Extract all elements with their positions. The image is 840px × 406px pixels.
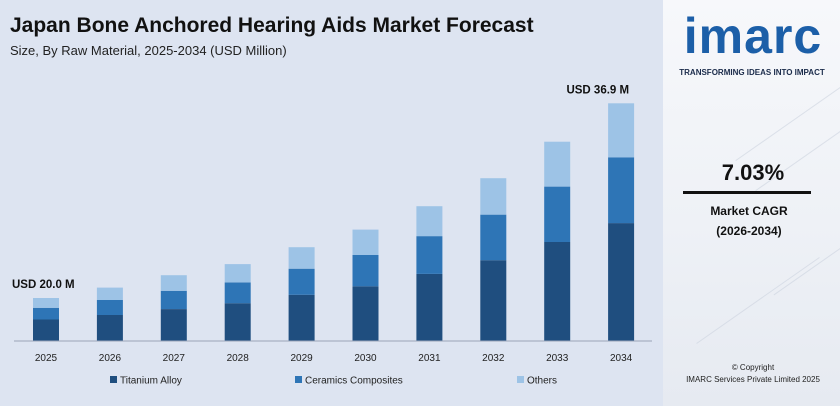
bar-ceramics-composites-2026 <box>96 300 123 315</box>
total-annotation: USD 36.9 M <box>566 84 629 96</box>
x-tick-labels: 2025 2026 2027 2028 2029 2030 2031 2032 2033 2034 <box>35 353 633 364</box>
bar-titanium-alloy-2026 <box>96 314 123 341</box>
bar-ceramics-composites-2031 <box>416 236 443 274</box>
bar-others-2027 <box>160 275 187 291</box>
legend-label: Ceramics Composites <box>305 376 403 387</box>
bar-others-2026 <box>96 287 123 300</box>
bar-titanium-alloy-2025 <box>33 319 59 341</box>
brand-panel: imarc TRANSFORMING IDEAS INTO IMPACT 7.0… <box>663 0 840 406</box>
legend-label: Titanium Alloy <box>120 376 182 387</box>
legend-swatch <box>295 376 302 383</box>
x-tick-label: 2033 <box>546 353 569 364</box>
decorative-line <box>696 257 820 344</box>
bar-ceramics-composites-2027 <box>160 290 187 309</box>
brand-tagline: TRANSFORMING IDEAS INTO IMPACT <box>679 68 825 77</box>
x-tick-label: 2031 <box>418 353 441 364</box>
bar-others-2028 <box>224 264 251 283</box>
bar-others-2031 <box>416 206 443 237</box>
cagr-label: Market CAGR <box>710 204 788 218</box>
legend-swatch <box>517 376 524 383</box>
bar-others-2030 <box>352 229 379 255</box>
bar-ceramics-composites-2029 <box>288 268 315 295</box>
bar-titanium-alloy-2033 <box>544 242 571 341</box>
bar-ceramics-composites-2033 <box>544 186 571 242</box>
x-tick-label: 2027 <box>163 353 186 364</box>
decorative-line <box>735 79 840 162</box>
x-tick-label: 2029 <box>290 353 313 364</box>
bar-titanium-alloy-2030 <box>352 286 379 341</box>
copyright-owner: IMARC Services Private Limited 2025 <box>686 375 820 384</box>
bar-titanium-alloy-2034 <box>608 223 635 341</box>
cagr-period: (2026-2034) <box>716 224 782 238</box>
bar-others-2033 <box>544 141 571 187</box>
x-tick-label: 2026 <box>99 353 122 364</box>
bar-titanium-alloy-2028 <box>224 303 251 341</box>
x-tick-label: 2034 <box>610 353 633 364</box>
bar-ceramics-composites-2030 <box>352 255 379 287</box>
bar-ceramics-composites-2025 <box>33 307 59 320</box>
bar-others-2034 <box>608 103 635 158</box>
bar-others-2025 <box>33 298 59 308</box>
bar-titanium-alloy-2027 <box>160 309 187 341</box>
legend-swatch <box>110 376 117 383</box>
cagr-value: 7.03% <box>721 160 785 185</box>
x-tick-label: 2025 <box>35 353 58 364</box>
bars-layer <box>33 103 635 341</box>
x-tick-label: 2028 <box>227 353 250 364</box>
total-annotation: USD 20.0 M <box>12 279 75 291</box>
bar-chart: 2025 2026 2027 2028 2029 2030 2031 2032 2033 2034… <box>12 84 652 387</box>
total-annotations: USD 20.0 M USD 36.9 M <box>12 84 629 291</box>
x-tick-label: 2030 <box>354 353 377 364</box>
chart-subtitle: Size, By Raw Material, 2025-2034 (USD Mi… <box>10 43 287 58</box>
chart-title: Japan Bone Anchored Hearing Aids Market … <box>10 14 534 37</box>
bar-others-2032 <box>480 178 507 215</box>
bar-ceramics-composites-2034 <box>608 157 635 224</box>
cagr-divider <box>683 191 811 194</box>
bar-ceramics-composites-2028 <box>224 282 251 304</box>
x-tick-label: 2032 <box>482 353 505 364</box>
bar-titanium-alloy-2029 <box>288 294 315 341</box>
bar-titanium-alloy-2031 <box>416 273 443 341</box>
bar-others-2029 <box>288 247 315 269</box>
bar-titanium-alloy-2032 <box>480 260 507 341</box>
copyright-text: © Copyright <box>731 363 775 372</box>
imarc-logo: imarc <box>683 8 823 64</box>
legend: Titanium Alloy Ceramics Composites Others <box>110 376 557 387</box>
bar-ceramics-composites-2032 <box>480 214 507 261</box>
legend-label: Others <box>527 376 557 387</box>
chart-panel: Japan Bone Anchored Hearing Aids Market … <box>0 0 663 406</box>
